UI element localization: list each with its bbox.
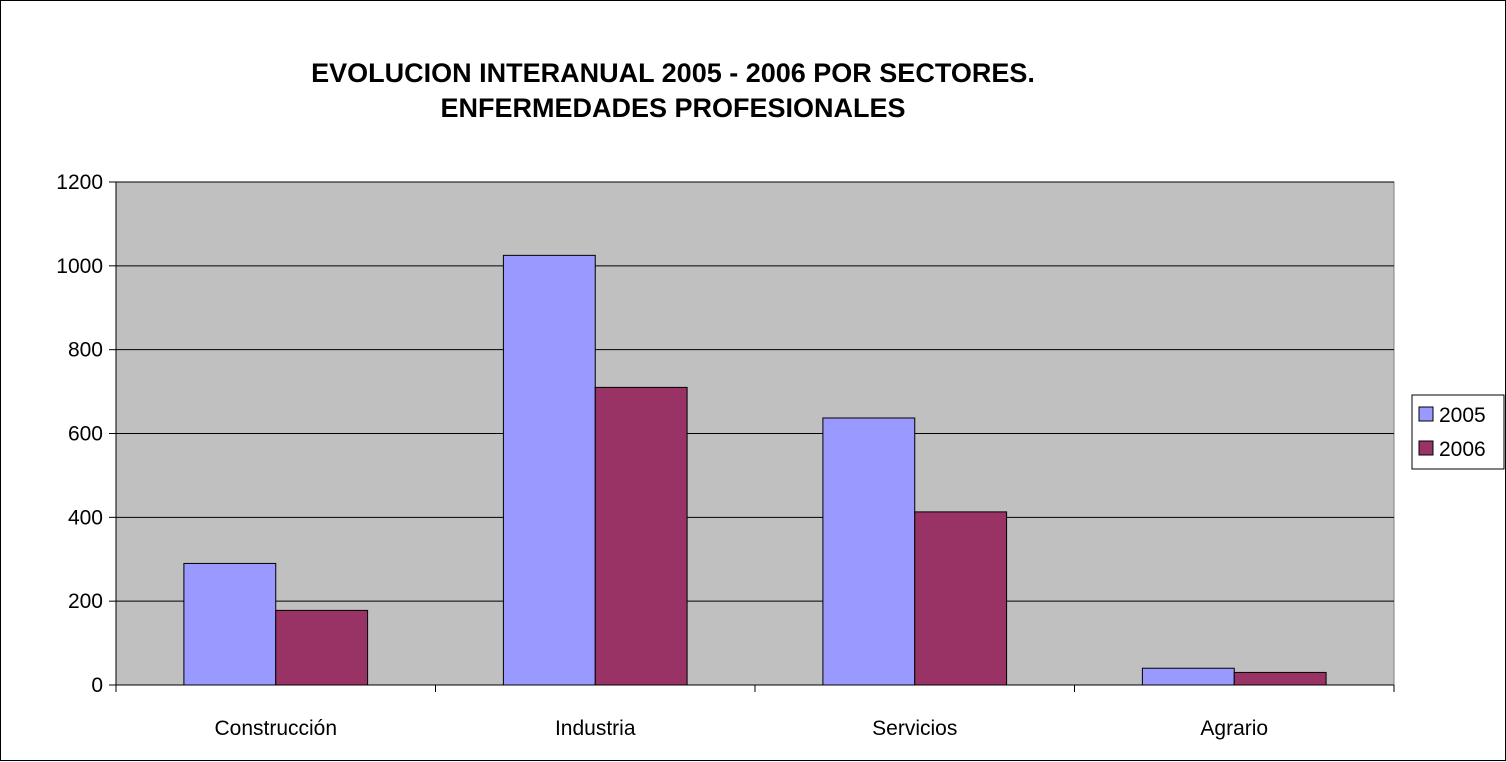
legend-swatch-2006 bbox=[1418, 440, 1434, 456]
x-tick-label: Agrario bbox=[1200, 717, 1268, 740]
x-tick-label: Servicios bbox=[872, 717, 957, 740]
bar-2006-construcción bbox=[275, 609, 369, 686]
bar-2006-servicios bbox=[914, 511, 1008, 686]
bars bbox=[183, 254, 1327, 686]
chart-title-line-1: EVOLUCION INTERANUAL 2005 - 2006 POR SEC… bbox=[311, 58, 1035, 88]
legend-swatch-2005 bbox=[1418, 406, 1434, 422]
x-tick-label: Construcción bbox=[214, 717, 337, 740]
legend-label-2006: 2006 bbox=[1439, 438, 1486, 461]
y-tick-label: 800 bbox=[68, 339, 103, 362]
legend: 2005 2006 bbox=[1411, 394, 1505, 470]
bar-2006-industria bbox=[594, 386, 688, 686]
gridlines bbox=[116, 181, 1394, 602]
bar-2005-industria bbox=[502, 254, 596, 686]
y-tick-label: 200 bbox=[68, 590, 103, 613]
bar-2005-agrario bbox=[1141, 667, 1235, 686]
x-axis-ticks: Construcción Industria Servicios Agrario bbox=[115, 685, 1395, 740]
legend-label-2005: 2005 bbox=[1439, 404, 1486, 427]
x-tick-label: Industria bbox=[555, 717, 636, 740]
bar-2005-construcción bbox=[183, 562, 277, 686]
bar-2005-servicios bbox=[822, 417, 916, 686]
bar-2006-agrario bbox=[1233, 671, 1327, 686]
y-axis-ticks: 0 200 400 600 800 1000 1200 bbox=[56, 171, 116, 697]
y-tick-label: 600 bbox=[68, 423, 103, 446]
chart-title-line-2: ENFERMEDADES PROFESIONALES bbox=[440, 93, 905, 123]
y-tick-label: 0 bbox=[91, 674, 103, 697]
y-tick-label: 400 bbox=[68, 506, 103, 529]
y-tick-label: 1200 bbox=[56, 171, 103, 194]
y-tick-label: 1000 bbox=[56, 255, 103, 278]
